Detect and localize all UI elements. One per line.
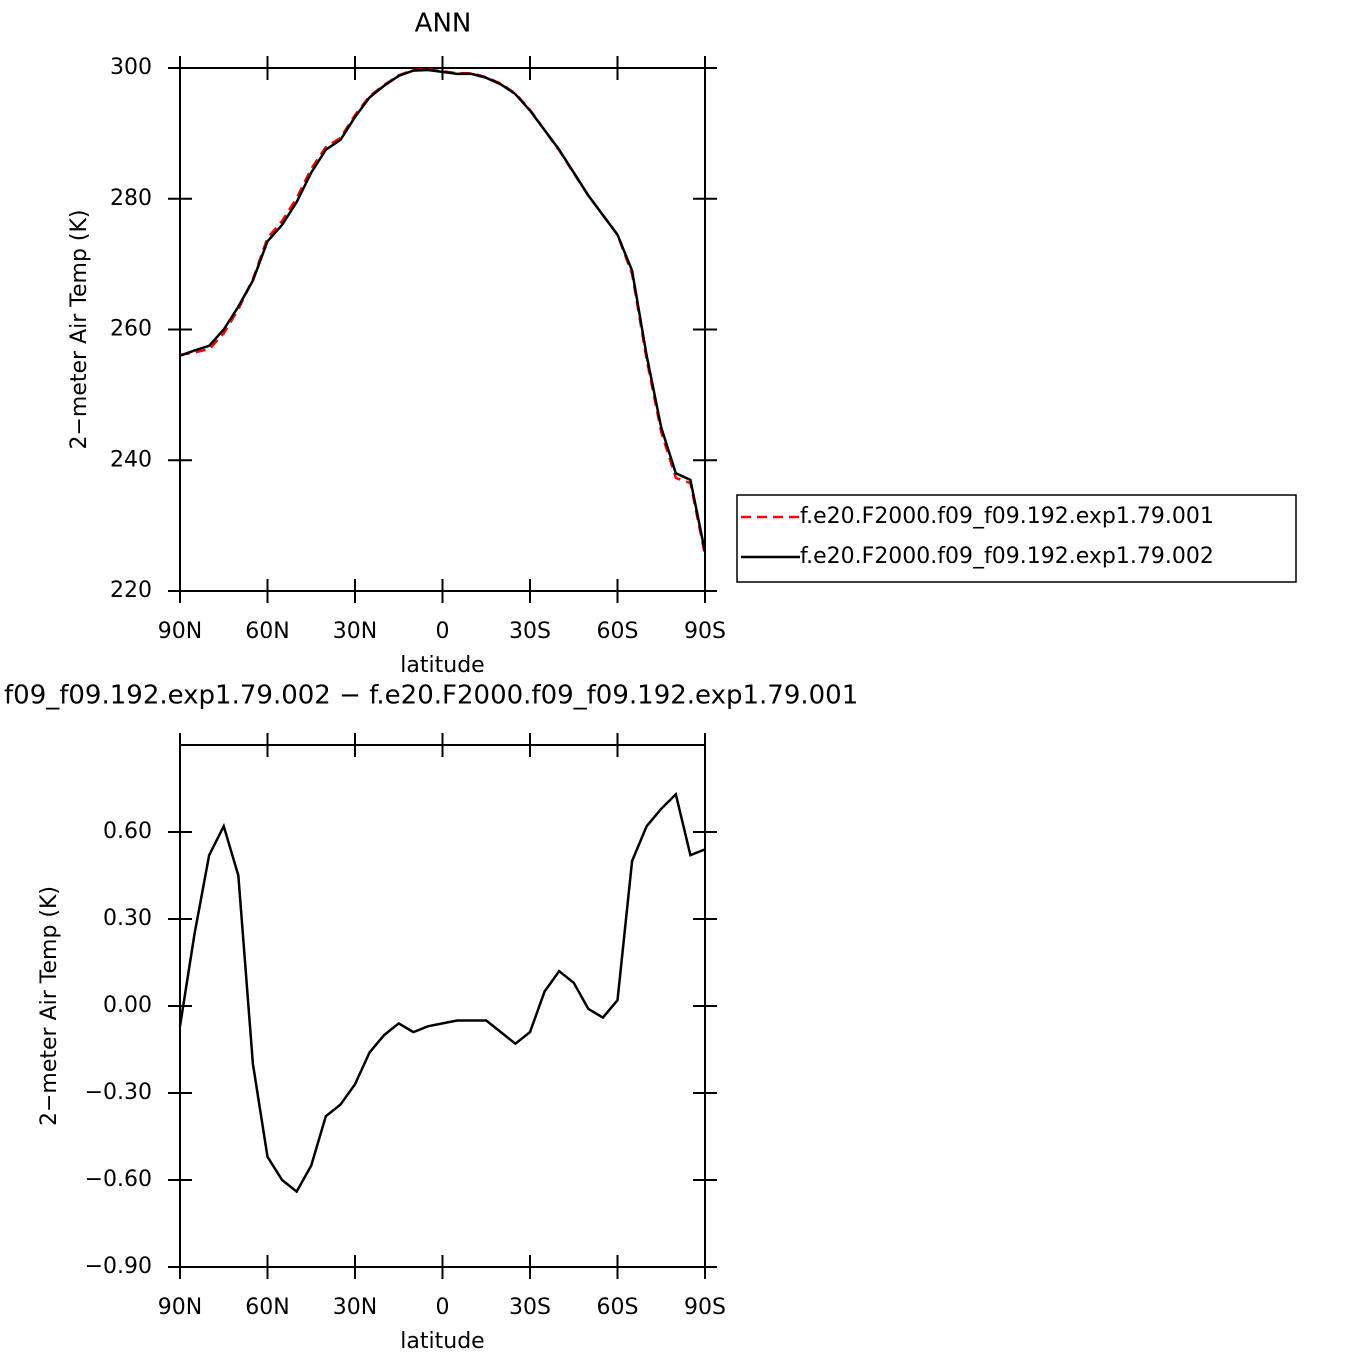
y-tick-label: 0.60 — [103, 819, 152, 844]
x-axis-label: latitude — [400, 653, 484, 678]
y-tick-label: 300 — [110, 55, 152, 80]
x-tick-label: 90N — [158, 619, 202, 644]
y-axis-label: 2−meter Air Temp (K) — [67, 209, 92, 449]
x-tick-label: 60S — [597, 619, 639, 644]
x-tick-label: 30S — [509, 619, 551, 644]
x-axis-label: latitude — [400, 1329, 484, 1354]
x-tick-label: 60S — [597, 1295, 639, 1320]
x-tick-label: 60N — [245, 1295, 289, 1320]
y-tick-label: 280 — [110, 186, 152, 211]
x-tick-label: 0 — [436, 1295, 450, 1320]
legend-label: f.e20.F2000.f09_f09.192.exp1.79.001 — [800, 504, 1214, 529]
plot-frame — [179, 67, 706, 592]
data-line — [179, 68, 707, 556]
y-tick-label: 220 — [110, 578, 152, 603]
y-tick-label: −0.60 — [85, 1167, 152, 1192]
chart-title: ANN — [415, 9, 472, 39]
y-tick-label: 0.00 — [103, 993, 152, 1018]
y-tick-label: −0.90 — [85, 1254, 152, 1279]
y-tick-label: −0.30 — [85, 1080, 152, 1105]
x-tick-label: 90S — [684, 1295, 726, 1320]
x-tick-label: 90N — [158, 1295, 202, 1320]
y-axis-label: 2−meter Air Temp (K) — [37, 886, 62, 1126]
y-tick-label: 240 — [110, 447, 152, 472]
x-tick-label: 60N — [245, 619, 289, 644]
x-tick-label: 90S — [684, 619, 726, 644]
y-tick-label: 260 — [110, 317, 152, 342]
data-line — [178, 791, 706, 1194]
y-tick-label: 0.30 — [103, 906, 152, 931]
x-tick-label: 0 — [436, 619, 450, 644]
legend-label: f.e20.F2000.f09_f09.192.exp1.79.002 — [800, 544, 1214, 569]
plot-frame — [179, 744, 706, 1268]
data-line — [179, 68, 707, 553]
x-tick-label: 30N — [333, 1295, 377, 1320]
x-tick-label: 30S — [509, 1295, 551, 1320]
legend-box — [736, 494, 1297, 583]
chart-title: f09_f09.192.exp1.79.002 − f.e20.F2000.f0… — [4, 681, 858, 711]
x-tick-label: 30N — [333, 619, 377, 644]
